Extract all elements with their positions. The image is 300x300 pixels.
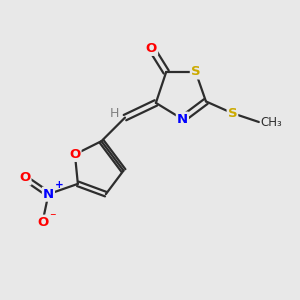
- Text: S: S: [228, 107, 237, 120]
- Text: O: O: [69, 148, 80, 161]
- Text: H: H: [110, 107, 119, 120]
- Text: O: O: [37, 216, 48, 229]
- Text: S: S: [191, 65, 200, 79]
- Text: O: O: [19, 172, 31, 184]
- Text: N: N: [177, 112, 188, 126]
- Text: ⁻: ⁻: [49, 211, 56, 224]
- Text: O: O: [146, 42, 157, 55]
- Text: N: N: [43, 188, 54, 201]
- Text: CH₃: CH₃: [260, 116, 282, 128]
- Text: +: +: [55, 180, 64, 190]
